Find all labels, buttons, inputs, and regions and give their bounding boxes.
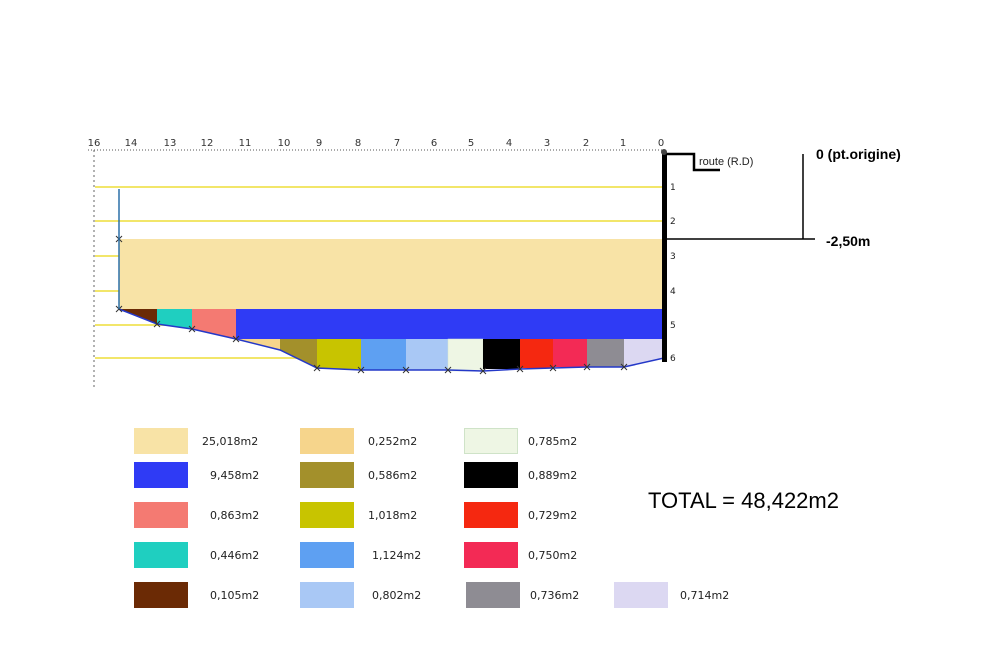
legend-value: 0,714m2 [680,589,730,602]
legend-value: 25,018m2 [202,435,259,448]
legend-item: 0,889m2 [464,462,624,488]
legend-item: 9,458m2 [134,462,294,488]
x-tick-label: 10 [278,138,291,149]
legend-swatch [300,542,354,568]
total-area-label: TOTAL = 48,422m2 [648,488,839,513]
area-sand-main [119,239,664,309]
right-wall-post [662,152,667,362]
legend-value: 0,729m2 [528,509,578,522]
legend-item: 0,714m2 [614,582,774,608]
legend-value: 0,105m2 [210,589,260,602]
legend-value: 0,446m2 [210,549,260,562]
legend-item: 0,785m2 [464,428,624,454]
legend-value: 0,252m2 [368,435,418,448]
depth-tick-label: 3 [670,252,676,262]
area-black [483,339,520,369]
x-tick-label: 0 [658,138,664,149]
legend-swatch [464,428,518,454]
legend-swatch [134,542,188,568]
legend-value: 0,586m2 [368,469,418,482]
x-tick-label: 11 [239,138,252,149]
legend-swatch [464,502,518,528]
legend-swatch [134,462,188,488]
legend-swatch [614,582,668,608]
x-tick-label: 16 [88,138,101,149]
area-pale-green [447,338,484,372]
legend-item: 0,736m2 [466,582,626,608]
x-tick-label: 5 [468,138,474,149]
legend-item: 0,252m2 [300,428,460,454]
area-light-blue [406,339,448,370]
origin-point [661,149,667,155]
area-blue-band [236,309,664,339]
legend-value: 0,863m2 [210,509,260,522]
legend-value: 1,018m2 [368,509,418,522]
legend-value: 0,802m2 [372,589,422,602]
legend-value: 0,736m2 [530,589,580,602]
area-mid-blue [361,339,406,370]
x-axis-labels: 16 14 13 12 11 10 9 8 7 6 5 4 3 2 1 0 [88,138,665,149]
x-tick-label: 6 [431,138,437,149]
legend-swatch [134,502,188,528]
legend-value: 0,889m2 [528,469,578,482]
legend-swatch [464,542,518,568]
x-tick-label: 1 [620,138,626,149]
x-tick-label: 12 [201,138,214,149]
legend-swatch [300,428,354,454]
legend-item: 0,863m2 [134,502,294,528]
x-tick-label: 9 [316,138,322,149]
legend-item: 25,018m2 [134,428,294,454]
legend-value: 1,124m2 [372,549,422,562]
x-tick-label: 7 [394,138,400,149]
legend-swatch [300,582,354,608]
legend-swatch [464,462,518,488]
legend-item: 0,105m2 [134,582,294,608]
depth-tick-label: 5 [670,321,676,331]
depth-tick-label: 6 [670,354,676,364]
area-turquoise [157,309,192,329]
x-tick-label: 13 [164,138,177,149]
route-edge-line [664,152,720,172]
legend-swatch [134,582,188,608]
legend-item: 0,802m2 [300,582,460,608]
route-label: route (R.D) [699,156,753,168]
x-tick-label: 4 [506,138,512,149]
area-grey [587,339,624,367]
legend-item: 1,124m2 [300,542,460,568]
area-crimson [553,339,587,367]
legend-swatch [300,502,354,528]
legend-value: 0,785m2 [528,435,578,448]
depth-tick-label: 1 [670,183,676,193]
legend-swatch [134,428,188,454]
depth-scale: 1 2 3 4 5 6 [670,183,676,364]
legend-swatch [300,462,354,488]
area-yellow [317,339,361,369]
legend-item: 0,586m2 [300,462,460,488]
depth-tick-label: 4 [670,287,676,297]
legend-value: 9,458m2 [210,469,260,482]
x-tick-label: 8 [355,138,361,149]
ref-top-label: 0 (pt.origine) [816,146,901,162]
legend-item: 0,750m2 [464,542,624,568]
x-tick-label: 2 [583,138,589,149]
x-tick-label: 3 [544,138,550,149]
legend-item: 0,446m2 [134,542,294,568]
area-red [520,339,553,368]
depth-tick-label: 2 [670,217,676,227]
legend-item: 0,729m2 [464,502,624,528]
area-olive [280,339,317,368]
cross-section-diagram: 16 14 13 12 11 10 9 8 7 6 5 4 3 2 1 0 ro… [88,138,901,390]
ref-bottom-label: -2,50m [826,233,870,249]
legend-swatch [466,582,520,608]
legend-item: 1,018m2 [300,502,460,528]
legend-value: 0,750m2 [528,549,578,562]
x-tick-label: 14 [125,138,138,149]
